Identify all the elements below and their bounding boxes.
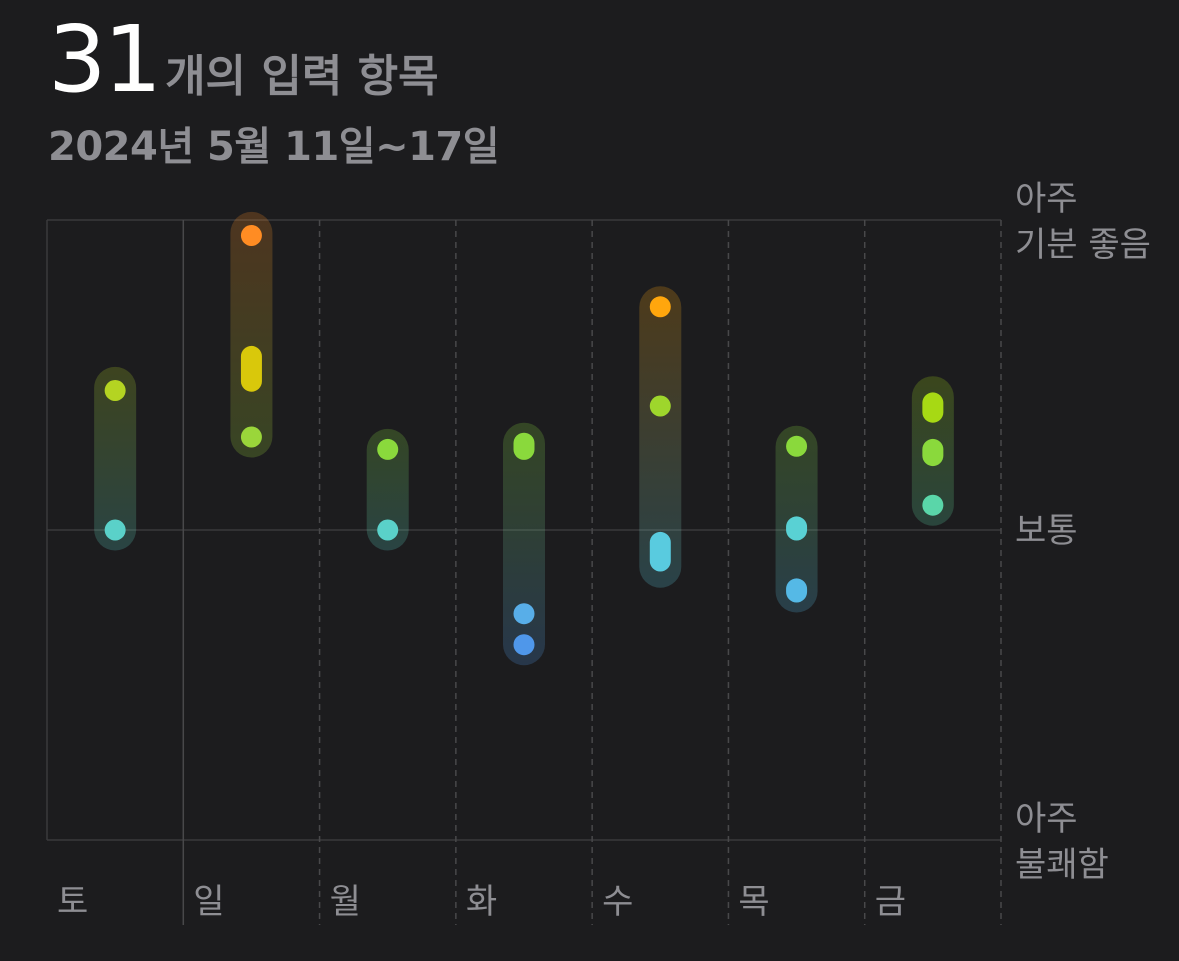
x-axis-label: 토: [57, 882, 88, 922]
mood-entry-dot: [786, 435, 808, 457]
mood-entry-dot: [922, 494, 944, 516]
mood-entry-dot: [649, 395, 671, 417]
chart-bars: [94, 211, 954, 666]
mood-entry-dot: [922, 392, 944, 423]
x-axis-label: 월: [330, 882, 361, 922]
day-range-pill: [230, 211, 273, 458]
chart-grid: [46, 219, 1002, 925]
mood-entry-dot: [240, 225, 262, 246]
x-axis-label: 일: [193, 882, 224, 922]
mood-entry-dot: [513, 603, 535, 625]
y-axis-label-line: 아주: [1015, 799, 1078, 839]
y-axis-label: 보통: [1015, 511, 1078, 551]
mood-entry-dot: [649, 531, 671, 572]
day-range-pill: [366, 428, 409, 551]
x-axis-label: 수: [602, 882, 633, 922]
mood-entry-dot: [922, 438, 944, 467]
y-axis-label-line: 불쾌함: [1015, 845, 1109, 885]
x-axis-label: 화: [466, 882, 497, 922]
mood-entry-dot: [786, 516, 808, 541]
y-axis-label-line: 기분 좋음: [1015, 225, 1151, 265]
mood-entry-dot: [240, 426, 262, 448]
mood-entry-dot: [649, 296, 671, 318]
entry-count: 31: [48, 6, 162, 113]
day-range-pill: [503, 422, 545, 666]
entry-count-label: 개의 입력 항목: [165, 51, 439, 102]
mood-entry-dot: [104, 380, 126, 401]
day-range-pill: [639, 286, 682, 588]
summary-header: 31 개의 입력 항목 2024년 5월 11일~17일: [48, 10, 500, 172]
x-axis-label: 목: [738, 882, 769, 922]
x-axis-label: 금: [875, 882, 906, 922]
mood-entry-dot: [513, 432, 535, 460]
mood-entry-dot: [513, 634, 535, 656]
mood-entry-dot: [786, 578, 808, 603]
day-range-pill: [94, 366, 137, 551]
mood-entry-dot: [104, 519, 126, 541]
mood-entry-dot: [377, 438, 399, 460]
entry-count-line: 31 개의 입력 항목: [48, 10, 499, 110]
mood-entry-dot: [377, 519, 399, 541]
date-range: 2024년 5월 11일~17일: [48, 124, 500, 170]
mood-entry-dot: [240, 345, 262, 392]
y-axis-label-line: 아주: [1015, 179, 1078, 219]
